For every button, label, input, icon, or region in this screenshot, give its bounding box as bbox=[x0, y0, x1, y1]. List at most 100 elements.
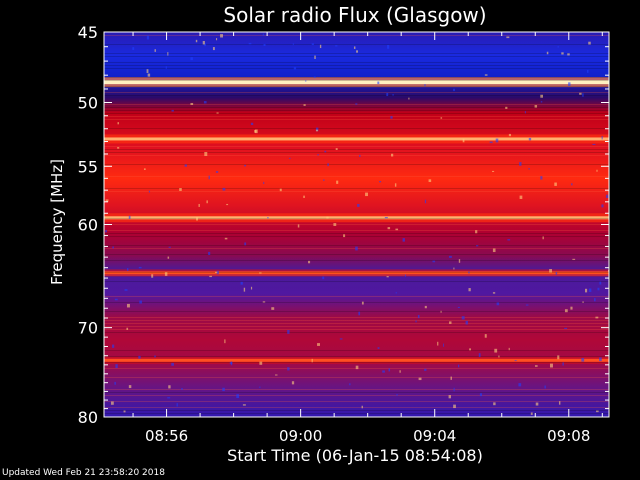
texture-speck bbox=[478, 353, 481, 357]
texture-line bbox=[104, 395, 609, 396]
texture-speck bbox=[267, 217, 269, 219]
texture-speck bbox=[384, 217, 388, 219]
texture-speck bbox=[236, 394, 240, 399]
texture-line bbox=[104, 230, 609, 231]
texture-line bbox=[104, 260, 609, 261]
texture-speck bbox=[333, 223, 337, 226]
texture-speck bbox=[453, 267, 455, 270]
texture-speck bbox=[567, 53, 570, 56]
texture-speck bbox=[453, 387, 455, 392]
texture-speck bbox=[530, 412, 533, 415]
texture-speck bbox=[424, 199, 427, 204]
texture-speck bbox=[244, 242, 247, 246]
texture-speck bbox=[528, 137, 532, 141]
texture-speck bbox=[212, 47, 215, 51]
texture-speck bbox=[308, 260, 311, 264]
texture-line bbox=[104, 323, 609, 324]
texture-speck bbox=[123, 410, 126, 413]
texture-speck bbox=[599, 281, 602, 285]
texture-speck bbox=[124, 289, 128, 291]
texture-speck bbox=[112, 344, 115, 348]
texture-speck bbox=[387, 227, 391, 230]
updated-timestamp: Updated Wed Feb 21 23:58:20 2018 bbox=[2, 468, 165, 478]
texture-speck bbox=[592, 143, 596, 145]
texture-speck bbox=[114, 381, 116, 385]
texture-speck bbox=[279, 188, 282, 192]
texture-speck bbox=[263, 181, 265, 185]
texture-speck bbox=[496, 302, 500, 306]
texture-speck bbox=[138, 355, 141, 359]
texture-speck bbox=[356, 50, 358, 53]
texture-line bbox=[104, 392, 609, 393]
texture-line bbox=[104, 152, 609, 153]
emission-band bbox=[104, 80, 609, 85]
emission-bands bbox=[104, 77, 609, 364]
texture-speck bbox=[443, 343, 445, 347]
texture-speck bbox=[297, 224, 300, 228]
texture-speck bbox=[424, 368, 427, 371]
y-axis-label: Frequency [MHz] bbox=[48, 159, 66, 285]
texture-speck bbox=[209, 275, 212, 278]
texture-speck bbox=[303, 104, 306, 106]
texture-speck bbox=[254, 130, 257, 133]
y-tick-label: 70 bbox=[78, 319, 98, 338]
texture-speck bbox=[291, 381, 295, 385]
texture-line bbox=[104, 245, 609, 246]
texture-line bbox=[104, 317, 609, 318]
texture-speck bbox=[440, 117, 443, 119]
texture-speck bbox=[206, 200, 208, 204]
texture-speck bbox=[293, 67, 297, 70]
texture-speck bbox=[476, 245, 479, 247]
texture-speck bbox=[202, 40, 205, 45]
x-tick-label: 09:08 bbox=[547, 427, 590, 445]
texture-speck bbox=[167, 256, 170, 259]
texture-line bbox=[104, 119, 609, 120]
texture-line bbox=[104, 110, 609, 111]
texture-line bbox=[104, 44, 609, 45]
y-tick-label: 55 bbox=[78, 157, 98, 176]
emission-band bbox=[104, 358, 609, 362]
texture-speck bbox=[176, 403, 178, 407]
texture-speck bbox=[179, 188, 182, 191]
texture-speck bbox=[250, 122, 254, 126]
texture-speck bbox=[353, 46, 356, 49]
texture-speck bbox=[167, 397, 171, 399]
texture-speck bbox=[259, 361, 263, 365]
texture-speck bbox=[399, 370, 401, 373]
texture-speck bbox=[244, 164, 247, 167]
texture-speck bbox=[117, 147, 120, 149]
texture-speck bbox=[357, 203, 360, 207]
texture-line bbox=[104, 356, 609, 357]
texture-speck bbox=[395, 292, 397, 294]
texture-speck bbox=[417, 314, 420, 319]
texture-line bbox=[104, 146, 609, 147]
texture-line bbox=[104, 176, 609, 177]
texture-speck bbox=[319, 44, 322, 49]
texture-line bbox=[104, 53, 609, 54]
texture-speck bbox=[382, 370, 385, 373]
texture-speck bbox=[415, 320, 417, 323]
texture-speck bbox=[468, 271, 470, 274]
texture-speck bbox=[424, 305, 427, 309]
texture-speck bbox=[596, 410, 599, 413]
texture-line bbox=[104, 350, 609, 351]
texture-speck bbox=[303, 195, 305, 198]
texture-speck bbox=[322, 276, 325, 280]
texture-speck bbox=[408, 97, 410, 100]
texture-speck bbox=[601, 204, 604, 208]
texture-speck bbox=[198, 203, 200, 207]
texture-line bbox=[104, 35, 609, 36]
texture-speck bbox=[358, 311, 361, 316]
texture-speck bbox=[554, 182, 557, 186]
texture-speck bbox=[562, 362, 564, 366]
texture-speck bbox=[377, 347, 380, 349]
texture-speck bbox=[165, 66, 167, 69]
texture-line bbox=[104, 107, 609, 108]
texture-line bbox=[104, 413, 609, 414]
texture-speck bbox=[361, 405, 363, 409]
texture-line bbox=[104, 62, 609, 63]
texture-speck bbox=[128, 215, 131, 219]
y-tick-label: 45 bbox=[78, 23, 98, 42]
texture-speck bbox=[195, 39, 198, 43]
